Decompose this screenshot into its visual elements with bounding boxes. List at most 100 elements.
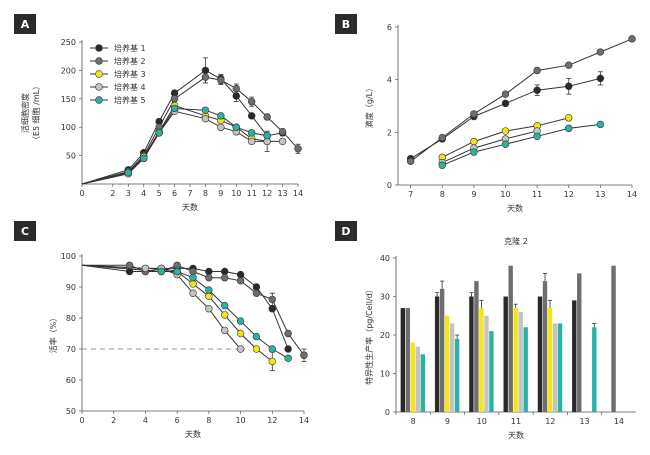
x-tick-label: 6 xyxy=(172,189,177,198)
series-5-point xyxy=(170,104,179,113)
y-axis-label: 特异性生产率（pg/Cell/d） xyxy=(364,285,374,385)
bar-series-3 xyxy=(547,308,553,412)
x-tick-label: 11 xyxy=(247,189,257,198)
panel-letter-box xyxy=(14,221,36,241)
bar-series-2 xyxy=(508,265,513,412)
x-tick-label: 5 xyxy=(157,189,162,198)
series-1-point xyxy=(501,99,510,108)
x-tick-label: 4 xyxy=(141,189,146,198)
series-2-point xyxy=(294,145,302,153)
panel-letter: A xyxy=(21,18,30,31)
bar-series-1 xyxy=(537,296,543,412)
legend-label: 培养基 1 xyxy=(114,43,146,53)
bar-series-2 xyxy=(439,288,445,412)
series-5-point xyxy=(263,132,271,140)
series-2-point xyxy=(205,274,213,282)
panel-a: A 0 2 3 4 5 6 7 8 9 10 11 12 13 14 50 100 150 200 250 天数 活细胞密… xyxy=(14,14,303,212)
series-5-point xyxy=(236,317,245,325)
legend-label: 培养基 3 xyxy=(114,69,146,79)
series-line-5 xyxy=(81,264,289,359)
panel-letter-box xyxy=(335,221,357,241)
series-3-point xyxy=(470,137,478,146)
series-2-point xyxy=(189,267,197,276)
series-5-point xyxy=(438,161,446,169)
series-2-point xyxy=(470,110,478,118)
x-tick-label: 13 xyxy=(277,189,287,198)
x-axis-label: 天数 xyxy=(508,430,524,440)
bar-series-4 xyxy=(449,323,455,412)
series-4-point xyxy=(217,123,225,131)
series-5-point xyxy=(268,345,276,353)
series-1-point xyxy=(248,112,256,120)
series-3-point xyxy=(565,114,573,122)
bar-series-5 xyxy=(420,354,426,412)
x-tick-label: 9 xyxy=(471,190,476,199)
x-tick-label: 10 xyxy=(231,189,241,198)
series-2-point xyxy=(284,329,292,338)
bar-series-3 xyxy=(513,308,518,412)
x-tick-label: 4 xyxy=(143,416,148,425)
series-4-point xyxy=(221,326,229,335)
bar-series-4 xyxy=(484,315,489,412)
y-tick-label: 50 xyxy=(66,407,76,416)
bar-series-3 xyxy=(444,315,450,412)
series-2-point xyxy=(300,351,308,359)
panel-c: C 0 2 4 6 8 10 12 14 50 60 70 80 90 100 天数 活率（%） xyxy=(14,221,309,439)
legend-label: 培养基 4 xyxy=(114,82,146,92)
series-3-point xyxy=(205,292,213,300)
series-5-point xyxy=(501,140,510,148)
y-tick-label: 2 xyxy=(387,128,392,137)
x-tick-label: 8 xyxy=(203,189,208,198)
x-tick-label: 3 xyxy=(126,189,131,198)
series-2-point xyxy=(438,133,446,142)
series-2-point xyxy=(232,84,240,93)
series-1-point xyxy=(565,82,573,90)
series-line-3 xyxy=(81,104,268,185)
series-3-point xyxy=(501,127,510,135)
bar-series-3 xyxy=(410,342,416,412)
bar-series-3 xyxy=(479,308,484,412)
series-2-point xyxy=(248,97,256,106)
series-2-point xyxy=(596,48,605,56)
bar-series-1 xyxy=(469,296,474,412)
x-tick-label: 0 xyxy=(79,416,84,425)
series-1-point xyxy=(533,86,541,94)
series-2-point xyxy=(252,289,261,297)
series-5-point xyxy=(221,301,229,310)
series-5-point xyxy=(252,332,261,341)
series-4-point xyxy=(278,137,287,146)
legend-marker xyxy=(95,44,103,52)
bar-series-1 xyxy=(434,296,440,412)
chart-title: 克隆 2 xyxy=(504,236,528,246)
y-tick-label: 0 xyxy=(387,181,392,190)
bar-series-2 xyxy=(474,281,479,412)
series-line-2 xyxy=(81,76,299,185)
x-axis-label: 天数 xyxy=(185,429,201,439)
series-line-2 xyxy=(410,38,633,162)
panel-letter-box xyxy=(14,14,36,34)
series-1-point xyxy=(252,283,261,291)
bar-series-1 xyxy=(572,300,577,412)
x-tick-label: 10 xyxy=(477,417,487,426)
series-5-point xyxy=(173,267,181,276)
series-5-point xyxy=(157,267,165,276)
series-2-point xyxy=(236,277,245,285)
x-tick-label: 12 xyxy=(262,189,272,198)
series-2-point xyxy=(217,76,225,84)
x-tick-label: 8 xyxy=(440,190,445,199)
y-tick-label: 250 xyxy=(61,38,76,47)
series-2-point xyxy=(170,95,179,103)
x-tick-label: 9 xyxy=(445,417,450,426)
bar-series-2 xyxy=(577,273,582,412)
series-4-point xyxy=(141,264,150,273)
series-3-point xyxy=(268,357,276,366)
y-tick-label: 20 xyxy=(380,331,390,340)
x-tick-label: 12 xyxy=(564,190,574,199)
series-2-point xyxy=(221,274,229,282)
series-2-point xyxy=(406,157,415,166)
y-axis-label: 活细胞密度 xyxy=(20,93,30,133)
bar-series-5 xyxy=(592,327,597,412)
series-5-point xyxy=(248,129,256,137)
bar-series-5 xyxy=(557,323,563,412)
series-4-point xyxy=(236,345,245,353)
